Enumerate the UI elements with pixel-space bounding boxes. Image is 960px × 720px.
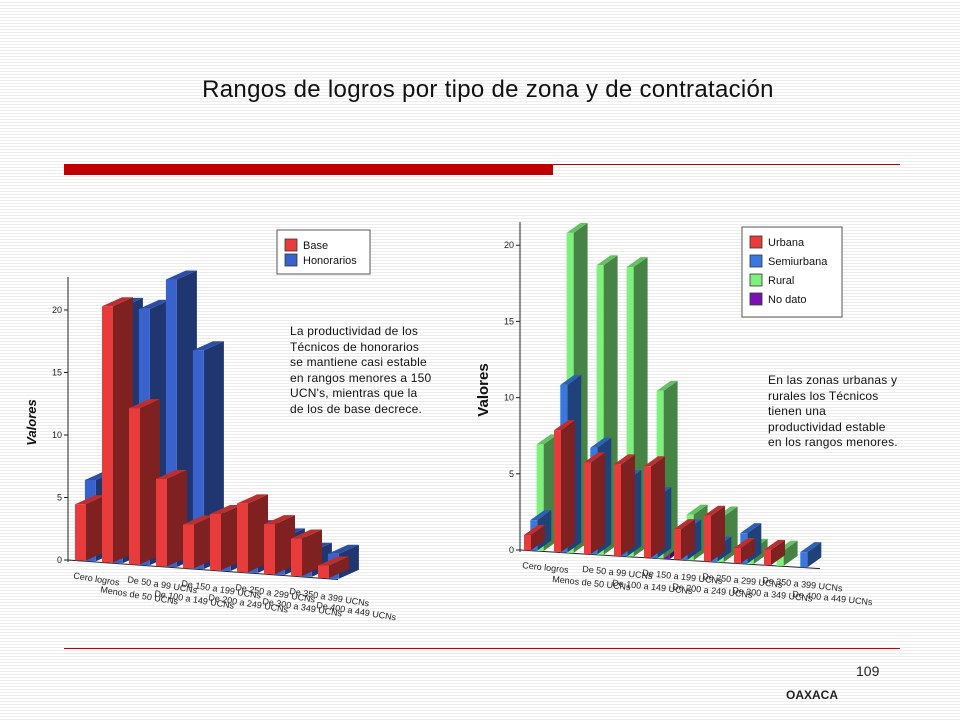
left-bar-base-3 [156, 469, 187, 567]
accent-bar [64, 164, 553, 175]
left-ytick-label-5: 5 [57, 493, 62, 503]
right-ytick-label-5: 5 [509, 469, 514, 479]
right-legend-swatch-no-dato [749, 292, 763, 306]
right-ytick-label-15: 15 [504, 316, 514, 326]
left-legend-label-base: Base [303, 240, 328, 252]
left-bar-base-5 [210, 504, 241, 571]
left-bar-base-6 [237, 494, 268, 573]
left-legend [276, 229, 371, 275]
left-legend-label-honorarios: Honorarios [303, 255, 357, 267]
right-legend-swatch-rural [749, 273, 763, 287]
left-ytick-label-15: 15 [52, 368, 62, 378]
bottom-divider [64, 648, 900, 649]
right-legend-label-no-dato: No dato [768, 294, 807, 306]
left-bar-base-0 [75, 495, 106, 561]
right-bar-urbana-4 [644, 456, 665, 558]
footer-label: OAXACA [786, 688, 839, 702]
right-y-label: Valores [475, 363, 492, 416]
left-bar-base-8 [291, 529, 322, 577]
right-bar-urbana-6 [704, 505, 725, 562]
right-legend-label-rural: Rural [768, 275, 794, 287]
right-bar-urbana-0 [524, 525, 545, 551]
right-legend-label-semiurbana: Semiurbana [768, 256, 828, 268]
right-bar-urbana-5 [674, 519, 695, 560]
left-ytick-label-10: 10 [52, 430, 62, 440]
note-right: En las zonas urbanas y rurales los Técni… [768, 373, 898, 449]
right-ytick-label-0: 0 [509, 545, 514, 555]
right-bar-urbana-8 [764, 539, 785, 566]
left-ytick-label-20: 20 [52, 305, 62, 315]
left-x-axis [67, 559, 339, 580]
right-bar-urbana-2 [584, 452, 605, 554]
right-xtick-label-0: Cero logros [522, 560, 570, 575]
right-legend-label-urbana: Urbana [768, 237, 805, 249]
right-ytick-label-20: 20 [504, 240, 514, 250]
left-legend-swatch-base [284, 238, 298, 252]
right-legend-swatch-urbana [749, 235, 763, 249]
left-legend-swatch-honorarios [284, 253, 298, 267]
left-y-label: Valores [24, 399, 39, 446]
right-bar-urbana-7 [734, 538, 755, 564]
left-bar-base-9 [318, 556, 349, 578]
right-bar-urbana-3 [614, 454, 635, 556]
right-bar-urbana-1 [554, 420, 575, 553]
right-ytick-label-10: 10 [504, 393, 514, 403]
left-ytick-label-0: 0 [57, 555, 62, 565]
note-left: La productividad de los Técnicos de hono… [290, 324, 432, 416]
left-xtick-label-0: Cero logros [73, 570, 121, 587]
page-title: Rangos de logros por tipo de zona y de c… [202, 76, 774, 103]
right-bar-semiurbana-9 [800, 542, 822, 568]
page-number: 109 [856, 663, 880, 679]
left-bar-base-2 [129, 399, 160, 565]
right-legend-swatch-semiurbana [749, 254, 763, 268]
left-bar-base-1 [102, 297, 133, 563]
left-bar-base-4 [183, 515, 214, 569]
left-bar-base-7 [264, 515, 295, 575]
right-x-axis [519, 549, 821, 570]
